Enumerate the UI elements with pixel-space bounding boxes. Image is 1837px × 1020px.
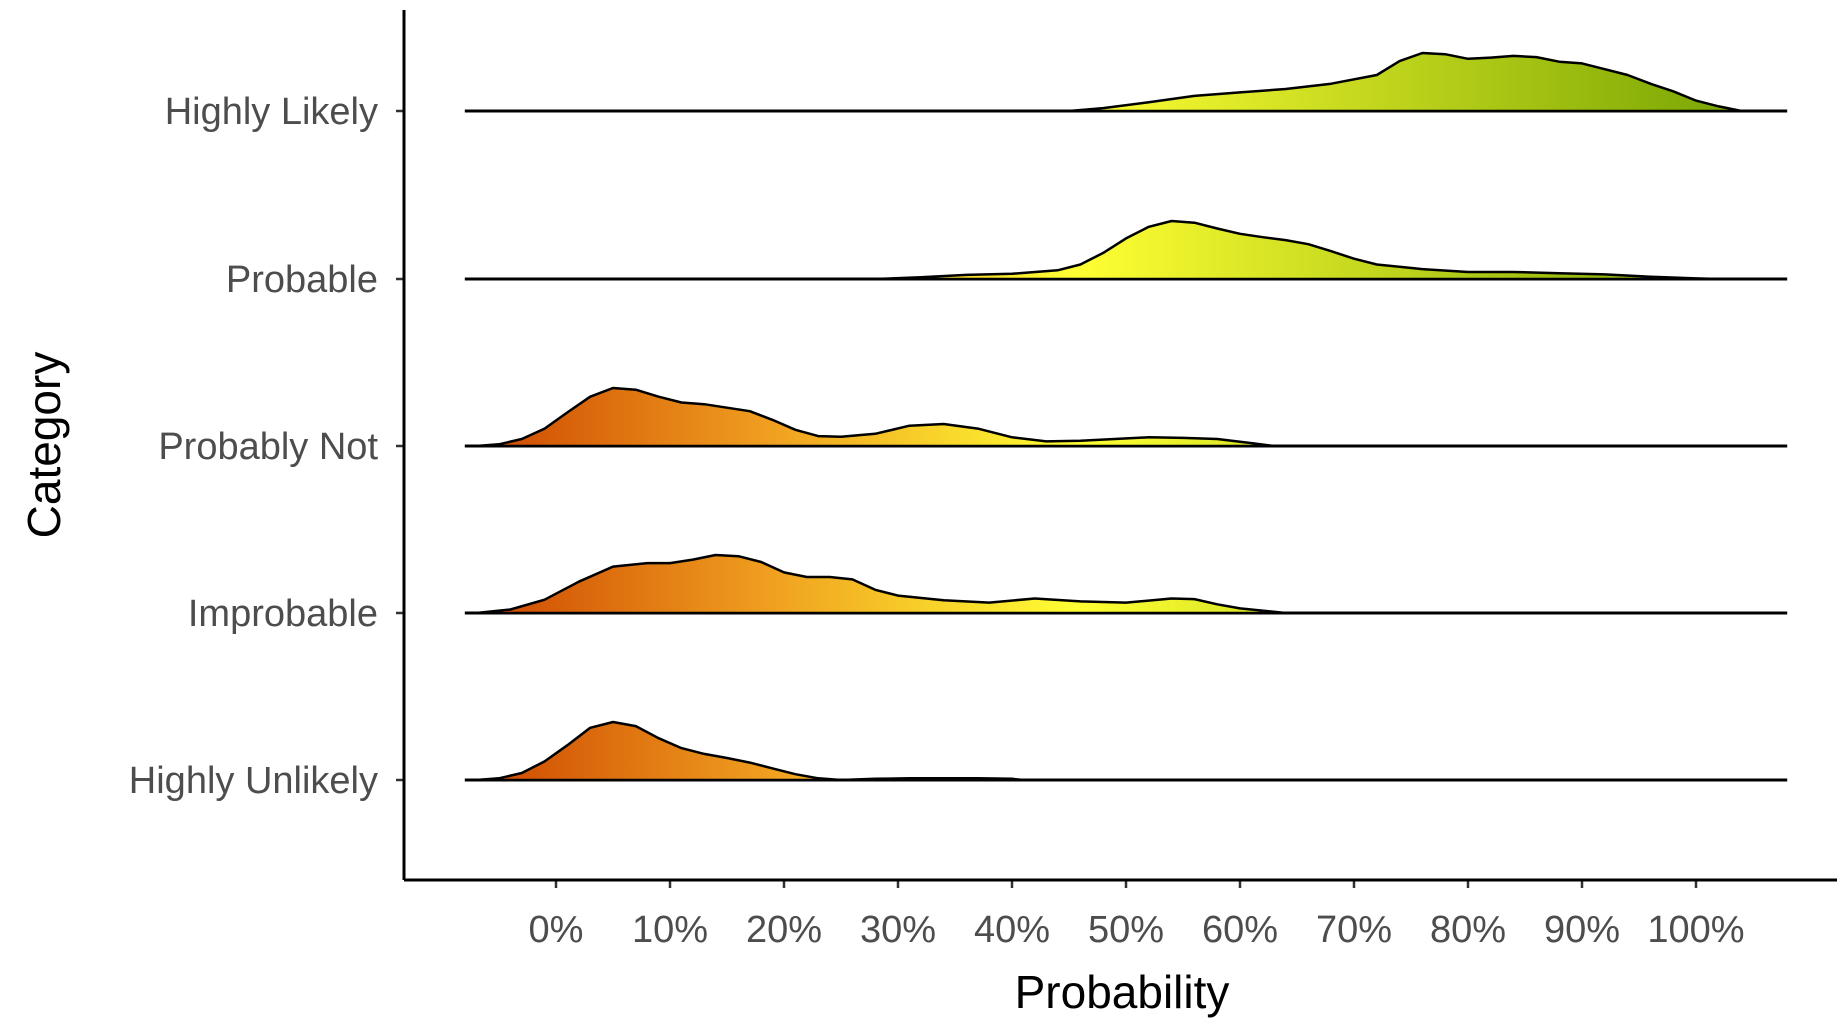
ridge-density-highly-likely: [1067, 51, 1743, 113]
x-axis-title: Probability: [1015, 966, 1230, 1018]
y-tick-label-probably-not: Probably Not: [158, 426, 378, 468]
x-axis-ticks: 0% 10% 20% 30% 40% 50% 60% 70% 80% 90% 100%: [529, 880, 1745, 951]
y-tick-label-highly-likely: Highly Likely: [165, 91, 378, 133]
x-tick-label-100: 100%: [1647, 909, 1744, 951]
ridge-density-probably-not: [474, 386, 1276, 448]
ridge-density-improbable: [474, 553, 1287, 615]
x-tick-label-40: 40%: [974, 909, 1050, 951]
y-axis-title: Category: [18, 352, 70, 539]
x-tick-label-70: 70%: [1316, 909, 1392, 951]
x-tick-label-0: 0%: [529, 909, 584, 951]
x-tick-label-20: 20%: [746, 909, 822, 951]
x-tick-label-80: 80%: [1430, 909, 1506, 951]
x-tick-label-60: 60%: [1202, 909, 1278, 951]
ridge-density-probable: [873, 219, 1721, 281]
y-axis-ticks: Highly Likely Probable Probably Not Improba…: [129, 91, 404, 802]
x-tick-label-10: 10%: [632, 909, 708, 951]
y-tick-label-probable: Probable: [226, 259, 378, 301]
x-tick-label-50: 50%: [1088, 909, 1164, 951]
y-tick-label-highly-unlikely: Highly Unlikely: [129, 760, 378, 802]
x-tick-label-30: 30%: [860, 909, 936, 951]
ridge-density-highly-unlikely: [474, 720, 1025, 782]
ridges-layer: [464, 51, 1788, 782]
x-tick-label-90: 90%: [1544, 909, 1620, 951]
y-tick-label-improbable: Improbable: [188, 593, 378, 635]
